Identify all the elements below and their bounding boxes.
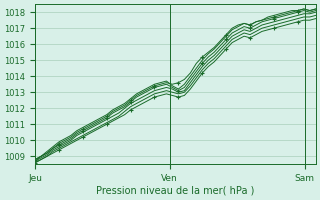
X-axis label: Pression niveau de la mer( hPa ): Pression niveau de la mer( hPa ) xyxy=(96,186,255,196)
